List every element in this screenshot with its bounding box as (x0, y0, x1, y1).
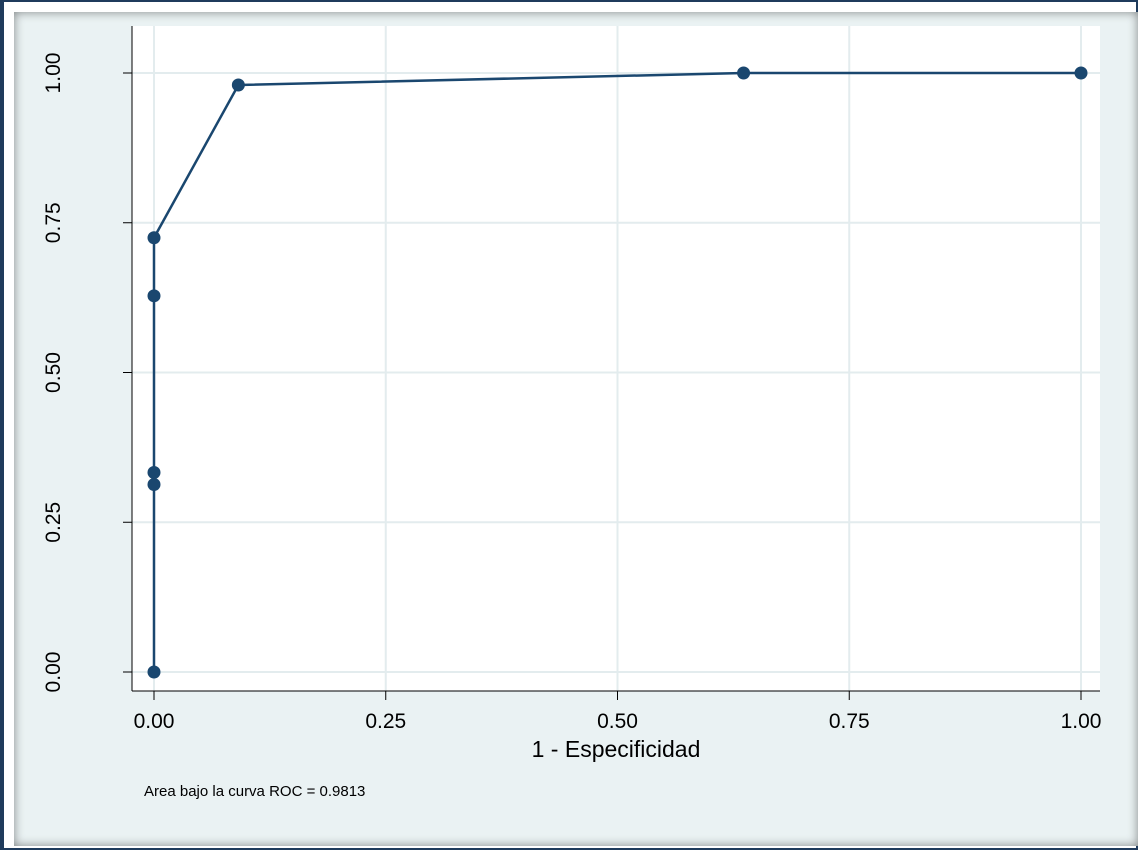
x-tick-label: 0.75 (829, 710, 870, 733)
roc-point (1074, 66, 1088, 80)
plot-area (132, 26, 1100, 691)
y-tick-label: 0.00 (42, 652, 65, 693)
x-tick-label: 0.50 (597, 710, 638, 733)
y-tick-label: 0.25 (42, 502, 65, 543)
x-tick-label: 1.00 (1061, 710, 1102, 733)
roc-point (147, 466, 161, 480)
roc-point (147, 665, 161, 679)
auc-note: Area bajo la curva ROC = 0.9813 (144, 783, 365, 800)
roc-point (147, 231, 161, 245)
x-tick-label: 0.25 (365, 710, 406, 733)
x-axis-title: 1 - Especificidad (532, 736, 701, 762)
x-tick-label: 0.00 (134, 710, 175, 733)
y-tick-label: 0.75 (42, 202, 65, 243)
roc-chart: 0.00 0.25 0.50 0.75 1.00 0.00 0.25 0.50 0.75 1.00… (42, 26, 1102, 800)
roc-point (147, 289, 161, 303)
y-tick-label: 1.00 (42, 53, 65, 94)
y-tick-label: 0.50 (42, 352, 65, 393)
roc-point (147, 478, 161, 492)
roc-point (231, 78, 245, 92)
roc-point (737, 66, 751, 80)
